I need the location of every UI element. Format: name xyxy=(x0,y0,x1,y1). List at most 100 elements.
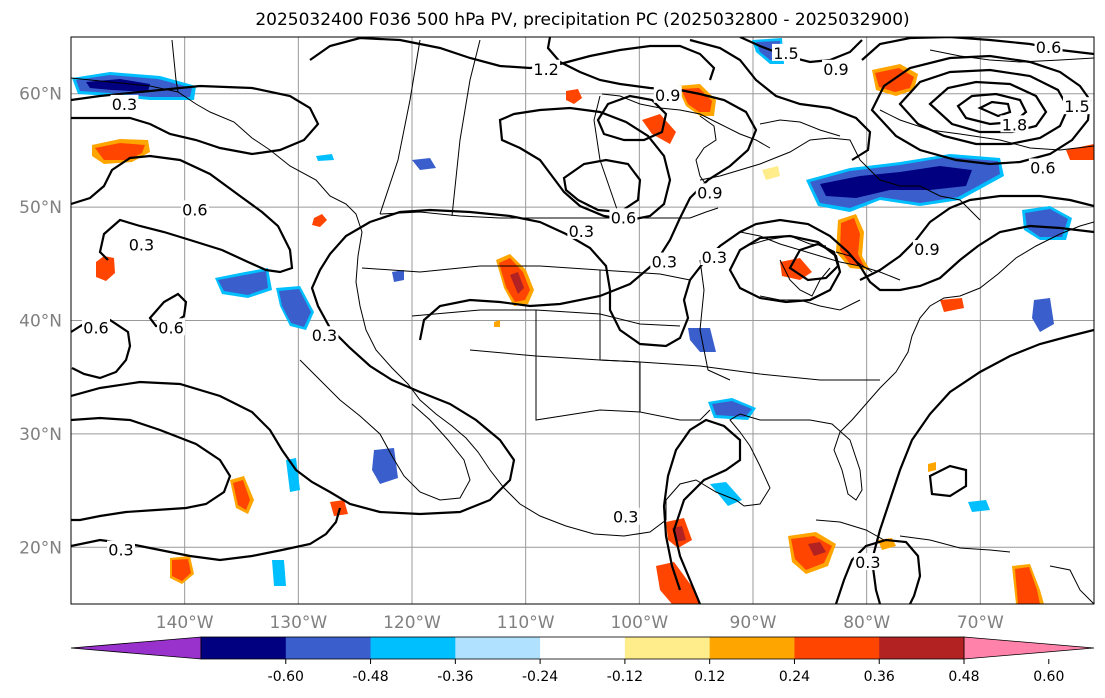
contour-label-bg xyxy=(310,326,339,344)
precip-blob xyxy=(566,89,582,104)
contour-label: 0.9 xyxy=(655,86,680,105)
precip-blob xyxy=(312,214,327,227)
colorbar-segment xyxy=(709,637,795,659)
contour-label: 0.6 xyxy=(1030,158,1055,177)
lat-tick-label: 20°N xyxy=(19,538,62,558)
contour-label-bg xyxy=(653,85,682,103)
pv-contour xyxy=(689,38,872,161)
colorbar-segment xyxy=(624,637,711,659)
precip-blob xyxy=(642,114,676,144)
lon-tick-label: 110°W xyxy=(497,613,555,633)
contour-label-bg xyxy=(1028,158,1057,176)
pv-contour-labels: 0.3 0.3 0.6 0.6 0.3 0.6 0.3 0.3 0.6 0.3 0.9 1.2 0.9 1… xyxy=(82,38,1091,572)
pv-contour xyxy=(928,80,1048,134)
contour-label: 0.3 xyxy=(129,236,154,255)
contour-label-bg xyxy=(611,507,640,525)
lon-tick-label: 90°W xyxy=(730,613,777,633)
contour-label-bg xyxy=(771,43,800,61)
contour-label: 0.9 xyxy=(914,240,939,259)
pv-contour xyxy=(859,194,1094,281)
contour-label: 0.6 xyxy=(182,200,207,219)
precip-blob xyxy=(840,218,864,266)
contour-label-bg xyxy=(82,318,111,336)
precip-blob xyxy=(86,79,150,92)
contour-label-bg xyxy=(180,200,209,218)
colorbar-tick-label: -0.24 xyxy=(522,669,558,685)
contour-label: 0.6 xyxy=(1036,38,1061,57)
precip-blob xyxy=(510,272,524,294)
precip-blob xyxy=(286,458,300,492)
precip-blob xyxy=(1066,144,1094,160)
precip-blob xyxy=(279,289,311,327)
chart-title: 2025032400 F036 500 hPa PV, precipitatio… xyxy=(255,10,910,30)
contour-label-bg xyxy=(695,183,724,201)
lon-tick-label: 100°W xyxy=(610,613,668,633)
pv-contour xyxy=(788,242,840,282)
colorbar-tick-label: -0.12 xyxy=(607,669,643,685)
pv-contour xyxy=(898,68,1070,146)
precip-blob xyxy=(95,143,145,160)
contour-label: 0.3 xyxy=(112,95,137,114)
precip-blob xyxy=(233,480,250,510)
contour-label: 0.3 xyxy=(569,222,594,241)
contour-label-bg xyxy=(1062,97,1091,115)
contour-label: 1.5 xyxy=(773,44,798,63)
pv-contour xyxy=(834,538,922,604)
lat-tick-label: 40°N xyxy=(19,312,62,332)
contour-label: 0.3 xyxy=(108,541,133,560)
precip-positive-anomalies xyxy=(92,64,1094,604)
contour-label: 0.6 xyxy=(83,318,108,337)
contour-label-bg xyxy=(912,240,941,258)
pv-contour xyxy=(418,37,758,341)
contour-label-bg xyxy=(853,553,882,571)
lat-tick-label: 60°N xyxy=(19,85,62,105)
colorbar-tick-label: -0.48 xyxy=(352,669,388,685)
contour-label: 0.6 xyxy=(158,318,183,337)
contour-label: 0.9 xyxy=(823,60,848,79)
contour-label-bg xyxy=(700,247,729,265)
precip-blob xyxy=(218,271,268,295)
colorbar-tick-label: 0.12 xyxy=(694,669,725,685)
pv-contour xyxy=(562,158,642,214)
colorbar-tick-label: 0.36 xyxy=(864,669,895,685)
lat-tick-label: 50°N xyxy=(19,198,62,218)
precip-blob xyxy=(412,158,436,170)
precip-blob xyxy=(272,560,286,586)
lon-tick-label: 140°W xyxy=(156,613,214,633)
contour-label-bg xyxy=(567,221,596,239)
precip-blob xyxy=(968,500,990,512)
longitude-labels: 140°W 130°W 120°W 110°W 100°W 90°W 80°W 70°W xyxy=(156,613,1004,633)
pv-contour xyxy=(739,37,863,64)
colorbar-segment xyxy=(455,637,541,659)
contour-label: 1.2 xyxy=(533,60,558,79)
contour-label-bg xyxy=(650,252,679,270)
precip-blob xyxy=(1032,298,1054,332)
contour-label-bg xyxy=(157,318,186,336)
lon-tick-label: 130°W xyxy=(269,613,327,633)
precip-blob xyxy=(392,270,404,282)
coastlines xyxy=(71,39,1094,604)
precip-blob xyxy=(1015,567,1040,604)
contour-label: 0.3 xyxy=(613,508,638,527)
precip-blob xyxy=(96,256,115,281)
precip-blob xyxy=(372,448,398,484)
precip-blob xyxy=(780,258,812,280)
pv-contour xyxy=(662,418,742,604)
colorbar: -0.60 -0.48 -0.36 -0.24 -0.12 0.12 0.24 0.36 0.4… xyxy=(70,636,1095,685)
pv-contour xyxy=(728,234,842,304)
contour-label: 0.3 xyxy=(312,326,337,345)
precip-blob xyxy=(791,536,832,570)
pv-contour xyxy=(956,92,1028,126)
contour-label-bg xyxy=(1034,38,1063,56)
colorbar-tick-label: 0.24 xyxy=(779,669,810,685)
pv-contour xyxy=(498,106,672,222)
precip-blob xyxy=(316,154,334,161)
colorbar-tick-label: -0.60 xyxy=(268,669,304,685)
map-frame xyxy=(70,36,1095,605)
colorbar-min-arrow xyxy=(70,636,202,660)
colorbar-segment xyxy=(285,637,372,659)
colorbar-segment xyxy=(879,637,965,659)
lat-tick-label: 30°N xyxy=(19,425,62,445)
pv-contour xyxy=(71,84,320,156)
contour-label: 1.5 xyxy=(1064,97,1089,116)
